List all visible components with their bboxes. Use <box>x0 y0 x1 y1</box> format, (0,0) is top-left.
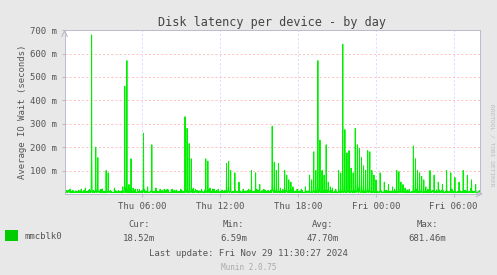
Text: Cur:: Cur: <box>128 220 150 229</box>
Text: Munin 2.0.75: Munin 2.0.75 <box>221 263 276 271</box>
Text: Min:: Min: <box>223 220 245 229</box>
Text: 47.70m: 47.70m <box>307 234 339 243</box>
Text: Last update: Fri Nov 29 11:30:27 2024: Last update: Fri Nov 29 11:30:27 2024 <box>149 249 348 258</box>
Text: 6.59m: 6.59m <box>220 234 247 243</box>
Text: 18.52m: 18.52m <box>123 234 155 243</box>
Y-axis label: Average IO Wait (seconds): Average IO Wait (seconds) <box>18 45 27 179</box>
Text: Avg:: Avg: <box>312 220 334 229</box>
Text: 681.46m: 681.46m <box>409 234 446 243</box>
Text: mmcblk0: mmcblk0 <box>25 232 63 241</box>
Title: Disk latency per device - by day: Disk latency per device - by day <box>158 16 386 29</box>
Text: RRDTOOL / TOBI OETIKER: RRDTOOL / TOBI OETIKER <box>490 104 495 187</box>
Text: Max:: Max: <box>416 220 438 229</box>
